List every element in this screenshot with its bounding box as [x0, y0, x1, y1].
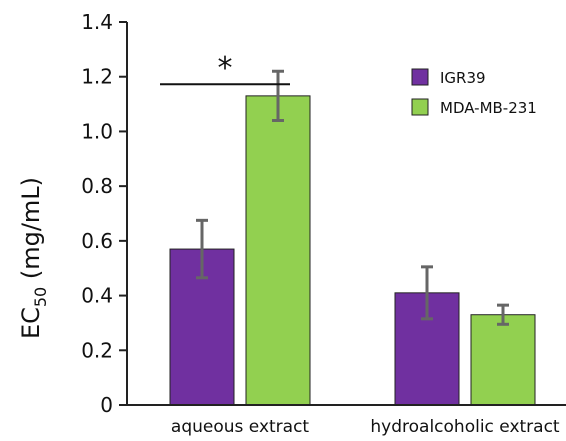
x-tick-label-1: hydroalcoholic extract — [370, 417, 560, 437]
y-axis-title-subscript: 50 — [31, 287, 50, 307]
annotation-layer: * — [160, 51, 290, 86]
y-tick-label-7: 1.4 — [81, 10, 113, 34]
legend: IGR39 MDA-MB-231 — [411, 68, 537, 117]
y-tick-label-3: 0.6 — [81, 229, 113, 253]
y-axis-title: EC50 (mg/mL) — [17, 177, 50, 339]
legend-swatch-1 — [411, 98, 429, 116]
y-tick-label-1: 0.2 — [81, 338, 113, 362]
y-axis-title-unit: (mg/mL) — [17, 177, 45, 287]
y-tick-label-5: 1.0 — [81, 119, 113, 143]
y-tick-label-2: 0.4 — [81, 284, 113, 308]
bar-1-1 — [470, 314, 536, 406]
axis-layer: aqueous extract hydroalcoholic extract 0 0.… — [81, 10, 566, 437]
legend-label-0: IGR39 — [440, 69, 486, 87]
x-tick-label-0: aqueous extract — [171, 417, 310, 437]
y-tick-label-0: 0 — [100, 393, 113, 417]
plot-layer — [169, 69, 536, 406]
y-tick-label-4: 0.8 — [81, 174, 113, 198]
legend-swatch-0 — [411, 68, 429, 86]
significance-label-0: * — [218, 51, 233, 86]
y-axis-title-main: EC — [17, 307, 45, 339]
legend-label-1: MDA-MB-231 — [440, 99, 537, 117]
y-tick-label-6: 1.2 — [81, 65, 113, 89]
bar-1-0 — [245, 95, 311, 406]
